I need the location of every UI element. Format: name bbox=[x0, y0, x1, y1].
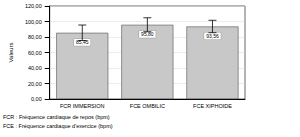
svg-text:FCR IMMERSION: FCR IMMERSION bbox=[60, 103, 105, 109]
svg-text:100,00: 100,00 bbox=[25, 19, 42, 25]
svg-text:FCR : Fréquence cardiaque de r: FCR : Fréquence cardiaque de repos (bpm) bbox=[3, 114, 110, 120]
svg-text:95,80: 95,80 bbox=[141, 31, 154, 37]
svg-text:FCE OMBILIC: FCE OMBILIC bbox=[130, 103, 165, 109]
svg-text:40,00: 40,00 bbox=[28, 65, 42, 71]
svg-text:20,00: 20,00 bbox=[28, 81, 42, 87]
svg-text:93,56: 93,56 bbox=[206, 33, 219, 39]
svg-text:Valeurs: Valeurs bbox=[8, 43, 14, 63]
svg-text:85,45: 85,45 bbox=[76, 39, 89, 45]
svg-text:FCE : Fréquence cardiaque d'ex: FCE : Fréquence cardiaque d'exercice (bp… bbox=[3, 123, 113, 129]
svg-text:FCE XIPHOIDE: FCE XIPHOIDE bbox=[193, 103, 232, 109]
svg-text:0,00: 0,00 bbox=[31, 96, 42, 102]
svg-text:80,00: 80,00 bbox=[28, 34, 42, 40]
svg-text:60,00: 60,00 bbox=[28, 50, 42, 56]
svg-text:120,00: 120,00 bbox=[25, 3, 42, 9]
